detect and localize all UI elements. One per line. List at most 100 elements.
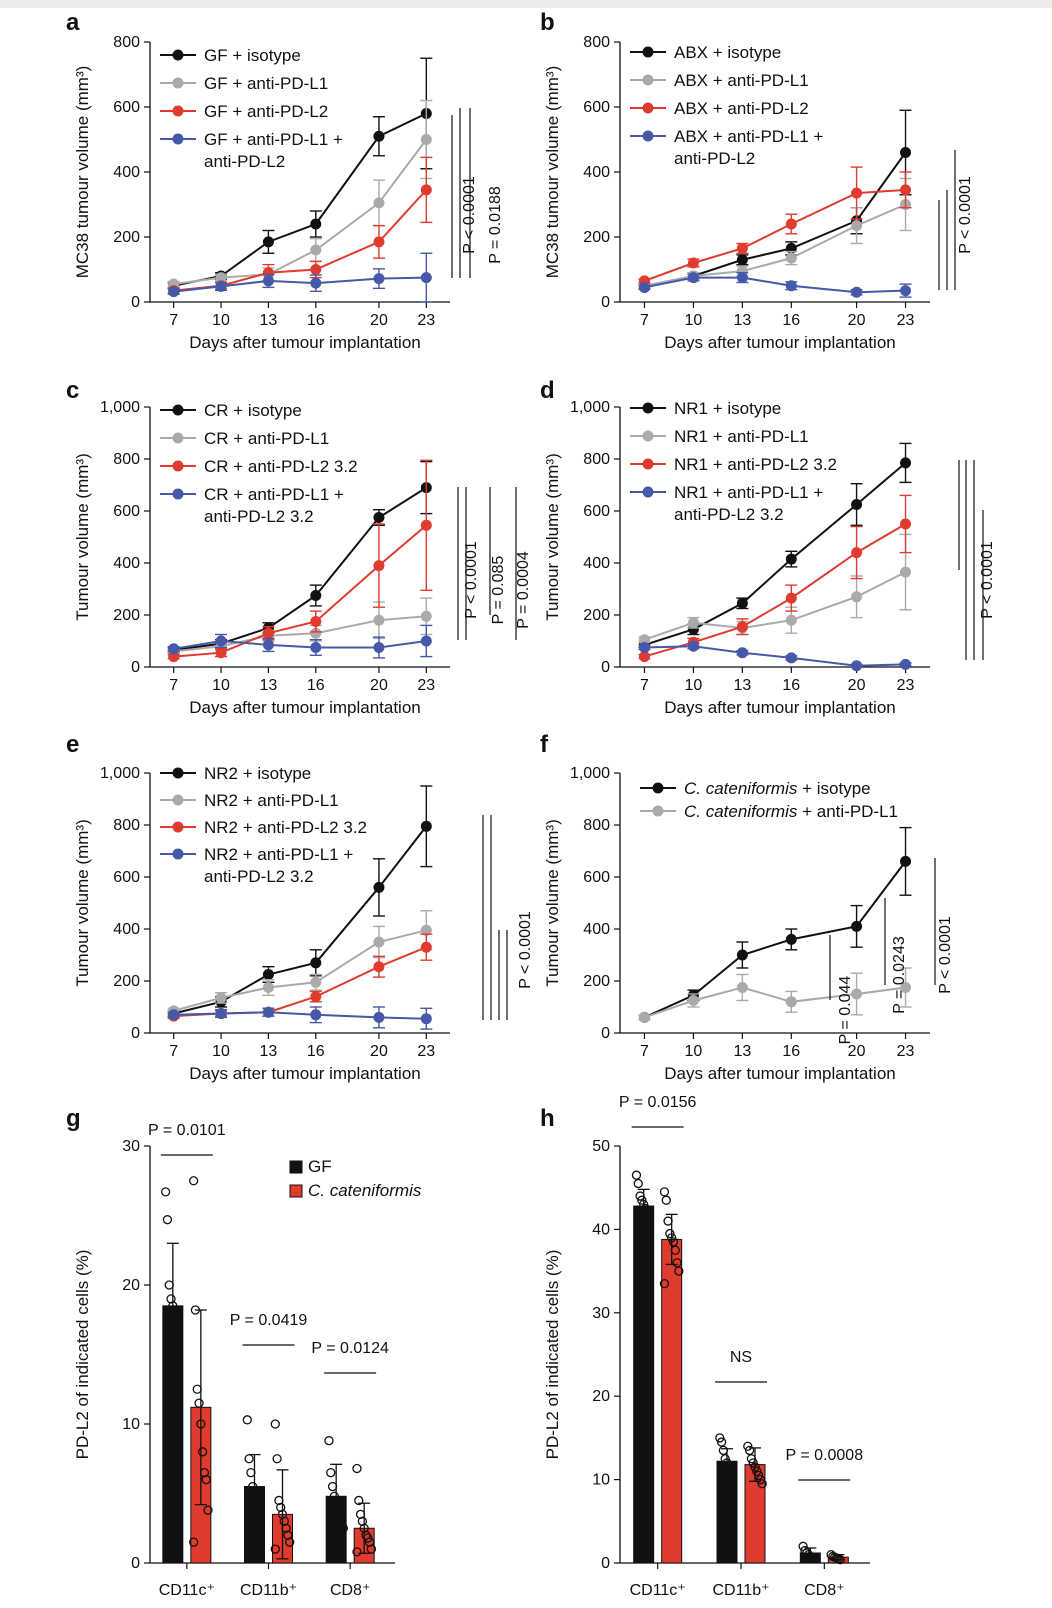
x-tick-label: 7 bbox=[169, 1043, 178, 1060]
data-point bbox=[851, 220, 863, 232]
p-value-label: P < 0.0001 bbox=[463, 541, 480, 619]
data-point bbox=[687, 272, 699, 284]
x-tick-label: 10 bbox=[212, 312, 230, 329]
x-tick-label: 7 bbox=[169, 312, 178, 329]
x-tick-label: 13 bbox=[260, 312, 278, 329]
data-point bbox=[310, 590, 322, 601]
replicate-point bbox=[670, 1245, 680, 1255]
legend-label: NR1 + anti-PD-L2 3.2 bbox=[674, 455, 837, 474]
legend-label: anti-PD-L2 bbox=[204, 152, 285, 171]
y-tick-label: 400 bbox=[583, 555, 610, 572]
data-point bbox=[900, 147, 912, 158]
y-tick-label: 50 bbox=[592, 1138, 610, 1155]
x-tick-label: 20 bbox=[848, 1043, 866, 1060]
data-point bbox=[373, 881, 385, 893]
x-tick-label: 13 bbox=[260, 677, 278, 694]
data-point bbox=[262, 982, 274, 993]
legend-label: ABX + anti-PD-L1 + bbox=[674, 127, 823, 146]
series-line bbox=[644, 986, 906, 1019]
series-line bbox=[644, 860, 907, 1019]
replicate-point bbox=[807, 1554, 817, 1564]
data-point bbox=[638, 1011, 650, 1023]
x-axis-label: Days after tumour implantation bbox=[189, 333, 421, 352]
legend-marker bbox=[172, 460, 184, 472]
replicate-point bbox=[249, 1495, 260, 1506]
x-tick-label: 20 bbox=[370, 677, 388, 694]
data-point bbox=[736, 242, 748, 254]
replicate-point bbox=[718, 1445, 729, 1456]
x-axis-label: Days after tumour implantation bbox=[664, 1064, 896, 1083]
data-point bbox=[638, 651, 650, 663]
y-tick-label: 1,000 bbox=[100, 399, 140, 416]
p-value-label: P = 0.0419 bbox=[230, 1312, 308, 1329]
replicate-point bbox=[355, 1509, 366, 1519]
replicate-point bbox=[750, 1462, 760, 1472]
panel-c: c 0 200 400 600 800 1,000 7 10 13 16 20 23 Days after… bbox=[66, 377, 532, 717]
data-point bbox=[373, 560, 385, 572]
x-tick-label: 10 bbox=[212, 677, 230, 694]
data-point bbox=[736, 254, 748, 266]
replicate-point bbox=[363, 1533, 373, 1543]
y-axis-label: Tumour volume (mm³) bbox=[543, 453, 562, 621]
replicate-point bbox=[192, 1384, 202, 1394]
series-line bbox=[644, 571, 906, 641]
series-line bbox=[173, 112, 427, 287]
replicate-point bbox=[255, 1516, 265, 1526]
panel-letter-g: g bbox=[66, 1105, 81, 1132]
replicate-point bbox=[253, 1509, 263, 1519]
series-line bbox=[173, 825, 428, 1015]
series-blue bbox=[167, 624, 433, 659]
replicate-point bbox=[164, 1280, 174, 1290]
data-point bbox=[310, 277, 322, 289]
replicate-point bbox=[665, 1228, 675, 1239]
significance: P < 0.0001 P = 0.085 P = 0.0004 bbox=[457, 487, 532, 640]
legend-label: NR1 + isotype bbox=[674, 399, 781, 418]
x-tick-label: 20 bbox=[370, 1043, 388, 1060]
y-tick-label: 0 bbox=[601, 659, 610, 676]
data-point bbox=[785, 652, 797, 664]
replicate-point bbox=[725, 1466, 736, 1476]
x-tick-label: 13 bbox=[260, 1043, 278, 1060]
replicate-point bbox=[642, 1208, 652, 1218]
legend-swatch bbox=[289, 1184, 303, 1198]
data-point bbox=[785, 252, 797, 264]
legend-marker bbox=[172, 488, 184, 500]
data-point bbox=[785, 996, 797, 1008]
panel-letter-h: h bbox=[540, 1105, 555, 1132]
replicate-point bbox=[352, 1463, 362, 1474]
data-point bbox=[168, 651, 180, 663]
replicate-point bbox=[667, 1233, 677, 1243]
x-tick-label: 7 bbox=[169, 677, 178, 694]
replicate-point bbox=[835, 1555, 845, 1565]
data-point bbox=[310, 976, 322, 988]
y-tick-label: 400 bbox=[113, 164, 140, 181]
x-tick-label: 20 bbox=[370, 312, 388, 329]
bar-group bbox=[715, 1433, 738, 1564]
panel-letter-f: f bbox=[540, 731, 549, 758]
data-point bbox=[310, 642, 322, 653]
y-tick-label: 200 bbox=[113, 973, 140, 990]
y-tick-label: 400 bbox=[583, 921, 610, 938]
replicate-point bbox=[168, 1301, 178, 1311]
x-axis-label: Days after tumour implantation bbox=[189, 698, 421, 717]
replicate-point bbox=[364, 1537, 375, 1547]
data-point bbox=[373, 614, 385, 626]
replicate-point bbox=[354, 1495, 364, 1506]
data-point bbox=[373, 961, 385, 973]
legend-marker bbox=[642, 130, 654, 142]
replicate-point bbox=[659, 1278, 670, 1289]
replicate-point bbox=[329, 1491, 340, 1501]
data-point bbox=[420, 184, 432, 196]
bar-group bbox=[798, 1541, 821, 1564]
replicate-point bbox=[188, 1537, 199, 1547]
legend: NR1 + isotype NR1 + anti-PD-L1 NR1 + anti-… bbox=[630, 399, 837, 524]
replicate-point bbox=[640, 1203, 651, 1214]
category-label: CD8⁺ bbox=[804, 1582, 844, 1599]
replicate-point bbox=[196, 1419, 206, 1429]
data-point bbox=[215, 1008, 227, 1019]
replicate-point bbox=[752, 1466, 762, 1476]
legend-marker bbox=[652, 782, 664, 794]
replicate-point bbox=[724, 1462, 734, 1472]
y-tick-label: 600 bbox=[113, 99, 140, 116]
